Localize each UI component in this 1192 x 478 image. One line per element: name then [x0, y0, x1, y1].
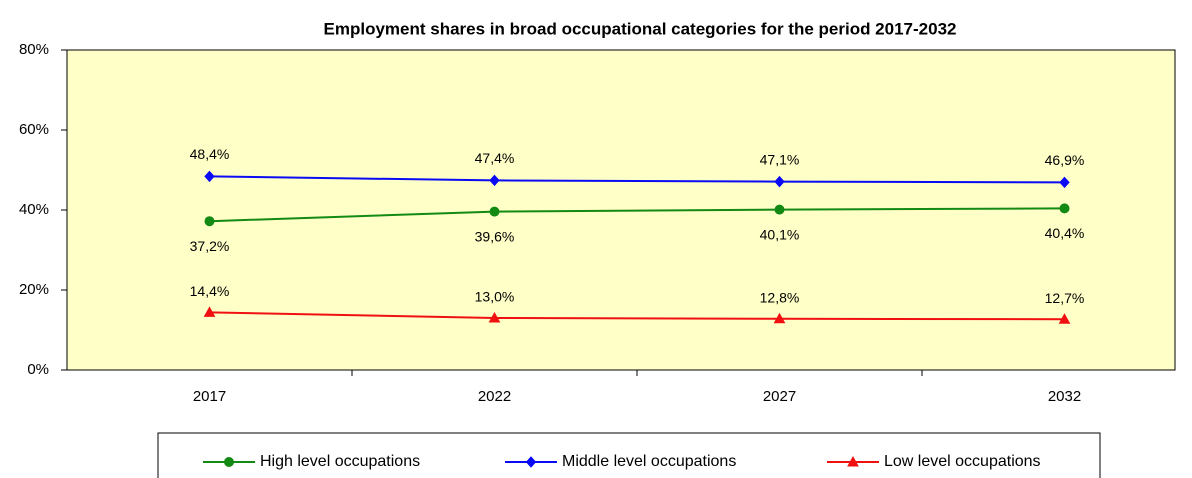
x-tick-label: 2017 [193, 388, 226, 405]
marker [489, 174, 500, 187]
x-tick-label: 2027 [763, 388, 796, 405]
y-tick-label: 20% [19, 281, 49, 298]
marker [847, 455, 859, 467]
data-label: 12,8% [760, 290, 800, 306]
marker [774, 204, 785, 215]
series-line [209, 207, 1065, 223]
x-tick-label: 2032 [1048, 388, 1081, 405]
marker [224, 457, 234, 467]
marker [204, 216, 215, 227]
data-label: 48,4% [190, 146, 230, 162]
y-tick-label: 40% [19, 201, 49, 218]
y-tick-label: 0% [27, 361, 49, 378]
y-tick-label: 60% [19, 121, 49, 138]
data-label: 46,9% [1045, 152, 1085, 168]
data-label: 39,6% [475, 228, 515, 244]
marker [1058, 313, 1071, 324]
legend-label: High level occupations [260, 453, 420, 470]
data-label: 13,0% [475, 289, 515, 305]
data-label: 40,1% [760, 226, 800, 242]
x-tick-label: 2022 [478, 388, 511, 405]
marker [773, 312, 786, 324]
marker [488, 311, 501, 323]
data-label: 14,4% [190, 283, 230, 299]
y-tick-label: 80% [19, 41, 49, 58]
legend-label: Low level occupations [884, 453, 1041, 470]
marker [1059, 176, 1070, 189]
data-label: 40,4% [1045, 225, 1085, 241]
series-line [209, 175, 1065, 184]
marker [1059, 203, 1070, 214]
legend [157, 432, 1101, 478]
data-label: 12,7% [1045, 290, 1085, 306]
series-line [209, 311, 1065, 321]
data-label: 47,4% [475, 150, 515, 166]
marker [203, 306, 216, 317]
chart-title: Employment shares in broad occupational … [324, 19, 957, 38]
legend-label: Middle level occupations [562, 453, 736, 470]
marker [204, 170, 215, 183]
marker [489, 206, 500, 217]
data-label: 37,2% [190, 238, 230, 254]
data-label: 47,1% [760, 151, 800, 167]
marker [525, 456, 537, 468]
marker [774, 175, 785, 188]
